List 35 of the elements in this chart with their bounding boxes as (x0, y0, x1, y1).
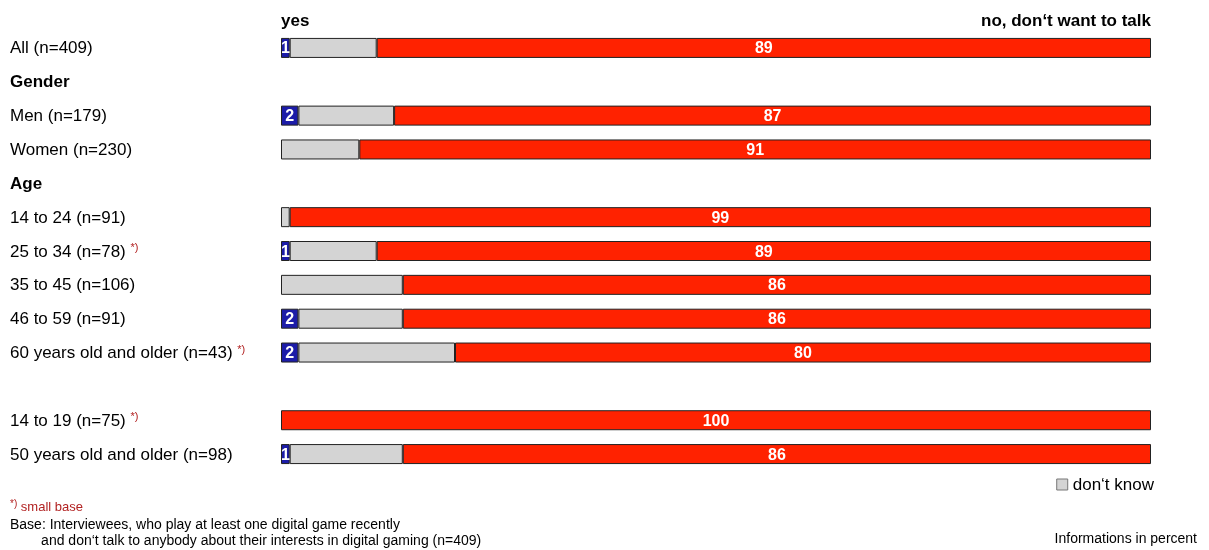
y-tick-label: Age (10, 173, 43, 193)
y-tick-label: 35 to 45 (n=106) (10, 275, 136, 295)
data-label: 89 (754, 39, 773, 57)
data-label: 86 (768, 445, 786, 463)
data-label: 100 (702, 411, 730, 429)
data-label: 2 (285, 344, 295, 362)
series-label: yes (281, 11, 310, 30)
bar (281, 410, 1151, 431)
y-tick-label: 50 years old and older (n=98) (10, 444, 233, 464)
data-label: 86 (768, 310, 786, 328)
y-tick-label: 14 to 24 (n=91) (10, 207, 126, 227)
data-label: 89 (754, 242, 773, 260)
y-tick-label: Women (n=230) (10, 139, 133, 159)
data-label: 1 (280, 242, 290, 260)
data-label: 1 (280, 445, 290, 463)
y-tick-label: 14 to 19 (n=75) *) (10, 410, 139, 430)
series-label: no, don‘t want to talk (981, 11, 1152, 30)
y-tick-label: All (n=409) (10, 38, 93, 58)
data-label: 2 (285, 107, 295, 125)
y-tick-label: Gender (10, 72, 70, 92)
y-tick-label: Men (n=179) (10, 106, 107, 126)
data-label: 1 (280, 39, 290, 57)
y-tick-label: 60 years old and older (n=43) *) (10, 342, 246, 363)
text: Informations in percent (1054, 530, 1198, 546)
legend-label: don‘t know (1072, 475, 1155, 494)
data-label: 99 (711, 208, 730, 226)
data-label: 91 (746, 140, 765, 158)
data-label: 86 (768, 276, 786, 294)
y-tick-label: 25 to 34 (n=78) *) (10, 241, 139, 261)
text: *) small base (10, 497, 83, 514)
data-label: 80 (794, 344, 812, 362)
text: Base: Interviewees, who play at least one digital game recently and don‘t talk to anybody about their interests in digital gaming (n=409) (10, 516, 482, 548)
data-label: 87 (763, 107, 782, 125)
y-tick-label: 46 to 59 (n=91) (10, 309, 126, 329)
data-label: 2 (285, 310, 295, 328)
